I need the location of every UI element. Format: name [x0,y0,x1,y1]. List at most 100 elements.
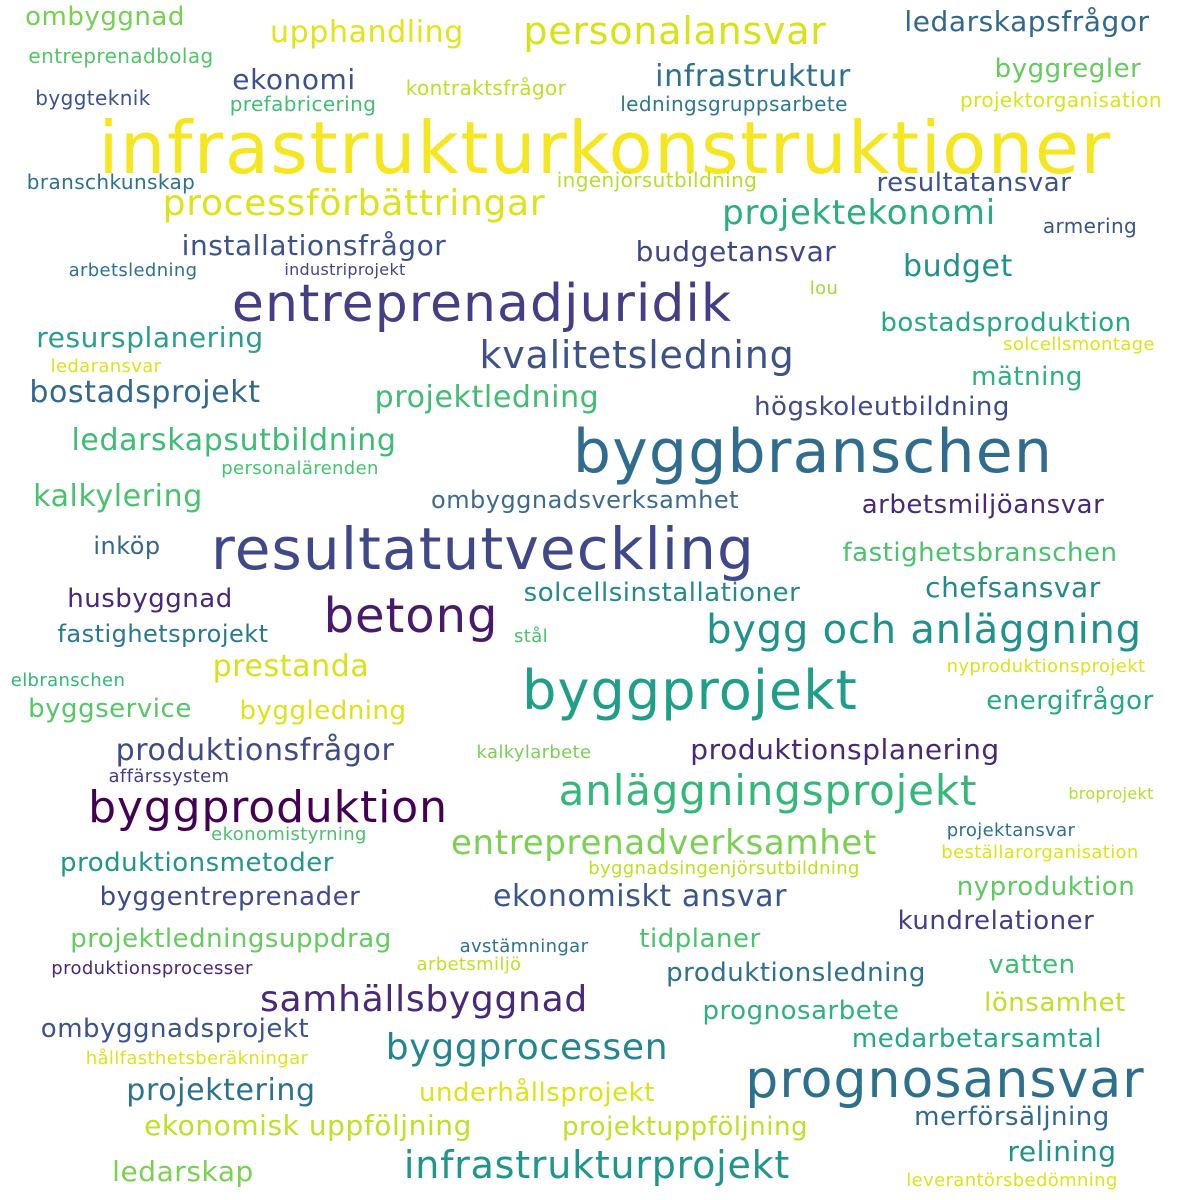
word: leverantörsbedömning [906,1170,1118,1191]
word: fastighetsbranschen [842,538,1118,568]
word: projektorganisation [960,88,1162,112]
word: processförbättringar [162,183,546,224]
word: ingenjörsutbildning [556,168,758,192]
word: ledarskapsutbildning [71,423,397,458]
word: affärssystem [108,766,230,787]
word: underhållsprojekt [419,1078,655,1108]
word: ombyggnadsverksamhet [431,486,739,514]
word: entreprenadjuridik [231,274,733,334]
word: kalkylarbete [476,742,592,763]
word: arbetsmiljö [416,954,522,975]
word: avstämningar [459,936,589,957]
word: byggentreprenader [99,882,361,912]
word: entreprenadverksamhet [450,823,878,863]
word: vatten [988,950,1076,980]
word: ledarskapsfrågor [904,5,1150,38]
word: kontraktsfrågor [405,76,567,100]
word: solcellsinstallationer [523,578,801,608]
word: resultatutveckling [210,515,756,583]
word: medarbetarsamtal [851,1024,1103,1054]
word: fastighetsprojekt [57,620,269,648]
word: byggprocessen [385,1027,669,1068]
word: budget [903,249,1013,284]
word: anläggningsprojekt [558,766,978,815]
word: ombyggnadsprojekt [40,1014,310,1044]
word: tidplaner [639,924,761,954]
word: bygg och anläggning [706,607,1142,653]
word: kvalitetsledning [479,333,795,377]
word: byggprojekt [522,659,858,722]
word: projektering [126,1073,316,1108]
word: ledarskap [112,1155,254,1188]
word: resultatansvar [876,168,1072,198]
word: produktionsprocesser [51,958,253,979]
word: chefsansvar [925,571,1101,604]
word: ekonomi [232,63,356,96]
word: kundrelationer [897,906,1095,936]
word: prognosansvar [745,1050,1145,1110]
word: relining [1007,1135,1117,1168]
word: entreprenadbolag [28,44,214,68]
word: arbetsmiljöansvar [861,490,1105,520]
word: lönsamhet [984,988,1126,1018]
word: kalkylering [33,479,203,514]
word: byggnadsingenjörsutbildning [588,858,860,879]
word: infrastruktur [655,59,851,94]
word: energifrågor [986,686,1154,716]
word: mätning [971,362,1083,392]
word: personalansvar [523,9,827,53]
word: installationsfrågor [181,229,447,262]
word: byggregler [994,54,1142,84]
word: infrastrukturprojekt [403,1143,791,1187]
word: ledaransvar [50,356,162,377]
word: merförsäljning [914,1102,1110,1132]
word: betong [323,588,499,644]
word: produktionsmetoder [60,848,334,878]
word: projektansvar [946,820,1076,841]
word: byggservice [28,694,192,724]
word: byggteknik [35,86,151,110]
word: bostadsprojekt [29,375,261,410]
word: ombyggnad [25,2,185,32]
word: produktionsledning [666,958,926,988]
word: samhällsbyggnad [260,979,588,1020]
word: byggledning [239,696,407,726]
word: hållfasthetsberäkningar [85,1048,309,1069]
word: prefabricering [229,92,377,116]
word: solcellsmontage [1003,334,1155,355]
word: byggbranschen [572,417,1054,487]
word: elbranschen [10,670,126,691]
word: arbetsledning [68,260,198,281]
word: beställarorganisation [941,842,1139,863]
word: projektledningsuppdrag [70,924,392,954]
word: personalärenden [221,458,379,479]
word: infrastrukturkonstruktioner [98,106,1112,190]
word: industriprojekt [284,260,406,279]
word: ekonomisk uppföljning [144,1109,472,1142]
word: armering [1042,214,1138,238]
word: stål [514,626,548,647]
word: lou [809,278,839,299]
word: budgetansvar [635,235,837,268]
word: inköp [93,532,161,560]
word: bostadsproduktion [880,308,1132,338]
word: nyproduktionsprojekt [946,656,1146,677]
word: projektuppföljning [561,1112,809,1142]
word: resursplanering [36,321,264,354]
word: nyproduktion [956,872,1136,902]
word: högskoleutbildning [754,392,1010,422]
word: produktionsfrågor [115,733,395,768]
word: ekonomistyrning [211,824,367,845]
word: prognosarbete [702,996,900,1026]
word: ekonomiskt ansvar [492,879,788,914]
word: branschkunskap [26,170,196,194]
word: projektekonomi [722,193,996,233]
word: upphandling [270,15,464,50]
word: produktionsplanering [690,733,1000,766]
word: prestanda [212,649,370,684]
word: projektledning [374,380,600,415]
word: broprojekt [1068,784,1154,803]
word: ledningsgruppsarbete [620,92,848,116]
word: husbyggnad [67,584,233,614]
